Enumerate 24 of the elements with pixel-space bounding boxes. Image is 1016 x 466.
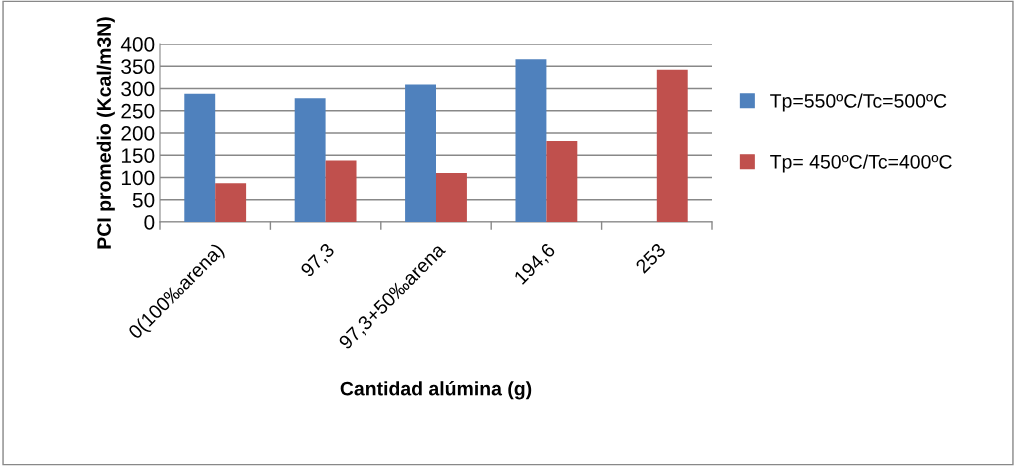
x-tick-label: 97,3 <box>299 242 337 280</box>
x-tick-label: 253 <box>634 242 667 274</box>
y-tick-label: 200 <box>121 126 155 141</box>
legend-label: Tp= 450ºC/Tc=400ºC <box>770 154 952 173</box>
bar <box>294 98 326 222</box>
y-tick-label: 350 <box>121 59 155 74</box>
bar <box>515 59 547 222</box>
x-axis-title: Cantidad alúmina (g) <box>340 381 532 400</box>
y-tick-label: 100 <box>121 170 155 186</box>
bar <box>405 84 436 222</box>
y-tick-label: 150 <box>121 148 155 163</box>
bar <box>436 173 467 222</box>
bar <box>215 183 247 222</box>
y-tick-label: 0 <box>144 215 155 230</box>
bar <box>325 160 357 222</box>
y-tick-label: 400 <box>120 37 155 52</box>
bar <box>184 93 216 222</box>
bar <box>656 69 688 222</box>
legend-label: Tp=550ºC/Tc=500ºC <box>770 93 947 112</box>
y-tick-label: 50 <box>132 192 155 208</box>
y-axis-title: PCI promedio (Kcal/m3N) <box>96 17 115 249</box>
bar <box>546 141 578 222</box>
y-tick-label: 250 <box>121 103 155 119</box>
y-tick-label: 300 <box>121 81 155 97</box>
